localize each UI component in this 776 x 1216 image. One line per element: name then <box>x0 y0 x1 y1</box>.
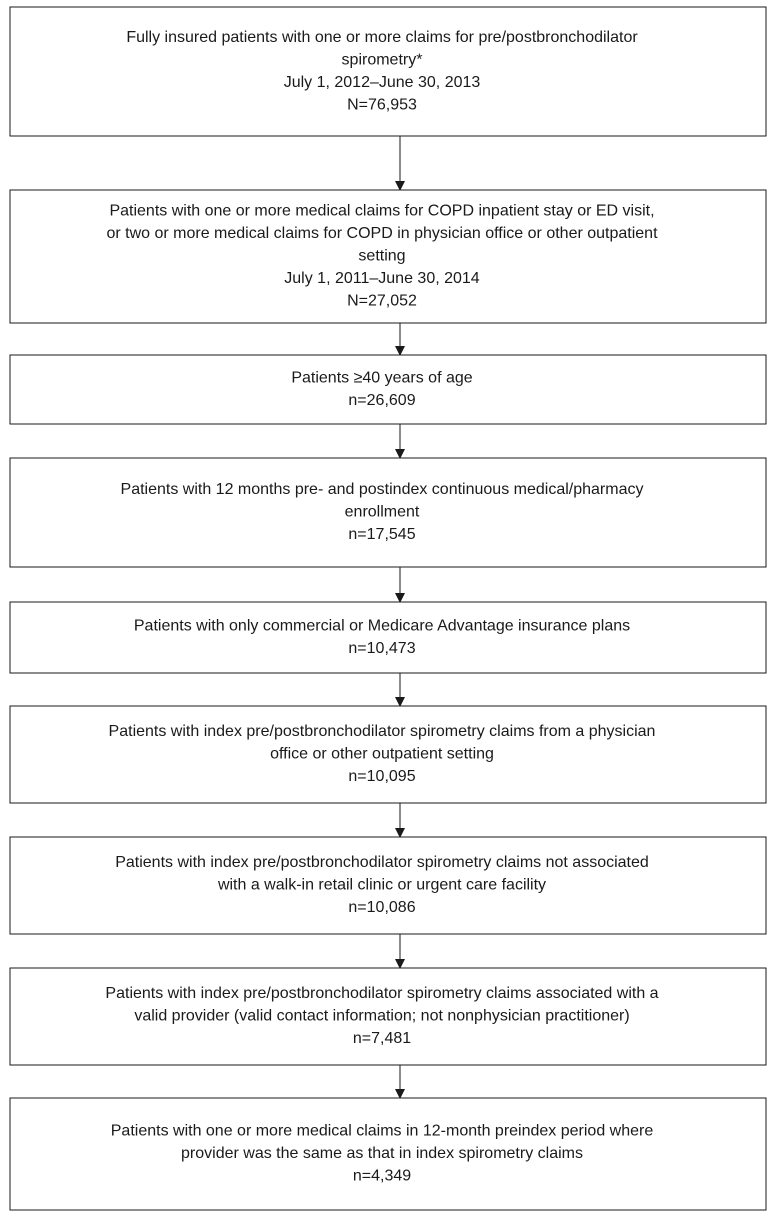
flow-box <box>9 457 767 568</box>
box-text: provider was the same as that in index s… <box>181 1145 583 1162</box>
box-text: N=27,052 <box>347 293 417 310</box>
box-text: setting <box>358 248 405 265</box>
box-text: Patients with index pre/postbronchodilat… <box>105 985 658 1002</box>
box-text: n=10,086 <box>348 899 415 916</box>
box-text: Patients with one or more medical claims… <box>111 1123 654 1140</box>
box-text: July 1, 2011–June 30, 2014 <box>284 270 480 287</box>
box-text: Patients with one or more medical claims… <box>109 203 654 220</box>
flow-box <box>9 967 767 1066</box>
flow-box <box>9 836 767 935</box>
flow-box <box>9 6 767 137</box>
flow-box <box>9 189 767 324</box>
box-text: office or other outpatient setting <box>270 746 494 763</box>
box-text: with a walk-in retail clinic or urgent c… <box>217 877 546 894</box>
box-text: spirometry* <box>342 51 423 68</box>
flow-box <box>9 354 767 425</box>
box-text: n=7,481 <box>353 1030 411 1047</box>
box-text: Fully insured patients with one or more … <box>126 29 638 46</box>
box-text: valid provider (valid contact informatio… <box>134 1008 629 1025</box>
box-text: n=26,609 <box>348 392 415 409</box>
box-text: or two or more medical claims for COPD i… <box>106 225 658 242</box>
box-text: Patients with only commercial or Medicar… <box>134 617 630 634</box>
box-text: n=17,545 <box>348 526 415 543</box>
box-text: Patients with index pre/postbronchodilat… <box>109 723 656 740</box>
flow-box <box>9 1097 767 1211</box>
flow-box <box>9 601 767 674</box>
box-text: July 1, 2012–June 30, 2013 <box>284 74 481 91</box>
box-text: enrollment <box>345 504 420 521</box>
box-text: Patients ≥40 years of age <box>291 369 472 386</box>
box-text: n=4,349 <box>353 1168 411 1185</box>
box-text: n=10,473 <box>348 640 415 657</box>
box-text: Patients with index pre/postbronchodilat… <box>115 854 649 871</box>
box-text: N=76,953 <box>347 96 417 113</box>
box-text: Patients with 12 months pre- and postind… <box>121 481 644 498</box>
flow-box <box>9 705 767 804</box>
box-text: n=10,095 <box>348 768 415 785</box>
